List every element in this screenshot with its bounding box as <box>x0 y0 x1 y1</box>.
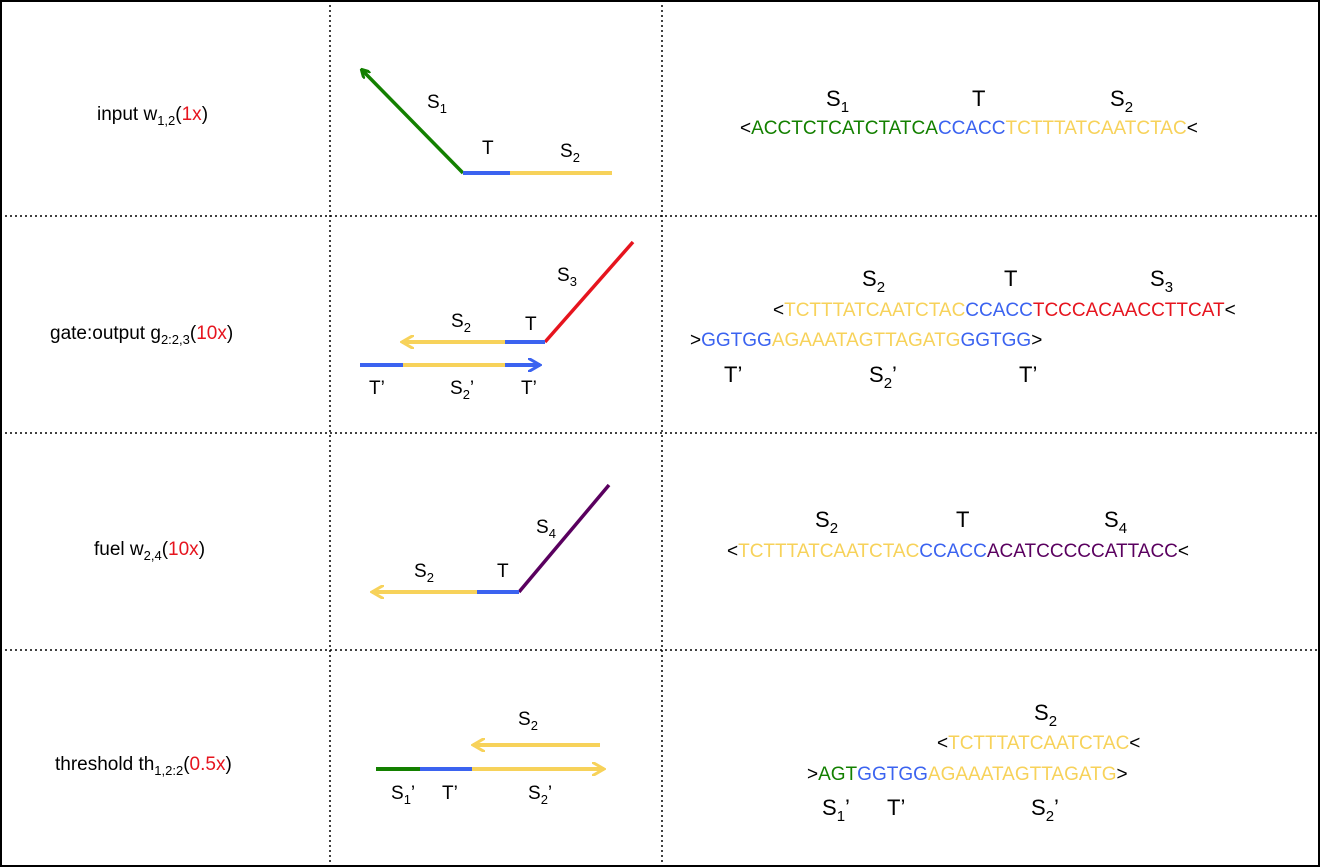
s1-domain-strand <box>362 70 465 175</box>
seq-header-t: T <box>956 507 970 532</box>
seq-header-t: T <box>972 86 986 111</box>
seq-footer-s2-prime: S2’ <box>869 362 897 392</box>
diagram-label-s1-prime: S1’ <box>391 783 416 807</box>
threshold-top-sequence: <TCTTTATCAATCTAC< <box>937 733 1141 754</box>
seq-footer-t-prime-left: T’ <box>724 362 743 387</box>
diagram-label-s2: S2 <box>414 561 434 585</box>
threshold-diagram <box>376 745 604 769</box>
seq-header-s2: S2 <box>815 507 839 537</box>
input-strand-diagram <box>362 70 612 175</box>
diagram-label-s2: S2 <box>451 311 471 335</box>
diagram-label-s4: S4 <box>536 517 556 541</box>
seq-footer-t-prime: T’ <box>887 795 906 820</box>
input-sequence: <ACCTCTCATCTATCACCACCTCTTTATCAATCTAC< <box>740 118 1198 139</box>
seq-header-s2: S2 <box>862 266 886 296</box>
diagram-label-s2-prime: S2’ <box>528 783 553 807</box>
diagram-label-s2: S2 <box>518 709 538 733</box>
s3-domain-strand <box>543 240 635 344</box>
seq-footer-s2-prime: S2’ <box>1031 795 1059 825</box>
threshold-bottom-sequence: >AGTGGTGGAGAAATAGTTAGATG> <box>807 764 1128 785</box>
diagram-label-t: T <box>525 314 537 335</box>
diagram-label-s3: S3 <box>557 265 577 289</box>
fuel-sequence: <TCTTTATCAATCTACCCACCACATCCCCCATTACC< <box>727 541 1190 562</box>
row-label-fuel: fuel w2,4(10x) <box>94 539 206 563</box>
diagram-label-s2-prime: S2’ <box>450 378 475 402</box>
diagram-label-s2: S2 <box>560 141 580 165</box>
seq-header-s1: S1 <box>826 86 850 116</box>
diagram-label-t-prime: T’ <box>442 783 458 804</box>
row-label-gate-output: gate:output g2:2,3(10x) <box>50 323 234 347</box>
gate-bottom-sequence: >GGTGGAGAAATAGTTAGATGGGTGG> <box>690 330 1043 351</box>
s4-domain-strand <box>517 483 611 594</box>
diagram-label-s1: S1 <box>427 92 447 116</box>
gate-top-sequence: <TCTTTATCAATCTACCCACCTCCCACAACCTTCAT< <box>773 300 1236 321</box>
diagram-label-t: T <box>497 561 509 582</box>
diagram-label-t: T <box>482 138 494 159</box>
fuel-strand-diagram <box>372 483 611 594</box>
row-label-threshold: threshold th1,2:2(0.5x) <box>55 754 232 778</box>
seq-header-s2: S2 <box>1110 86 1134 116</box>
gate-output-diagram <box>360 240 635 365</box>
seq-header-t: T <box>1004 266 1018 291</box>
seq-header-s2: S2 <box>1034 700 1058 730</box>
seq-header-s3: S3 <box>1150 266 1174 296</box>
diagram-label-t-prime-left: T’ <box>369 378 385 399</box>
diagram-label-t-prime-right: T’ <box>521 378 537 399</box>
seq-footer-t-prime-right: T’ <box>1019 362 1038 387</box>
seq-footer-s1-prime: S1’ <box>822 795 850 825</box>
seq-header-s4: S4 <box>1104 507 1128 537</box>
row-label-input: input w1,2(1x) <box>97 104 209 128</box>
